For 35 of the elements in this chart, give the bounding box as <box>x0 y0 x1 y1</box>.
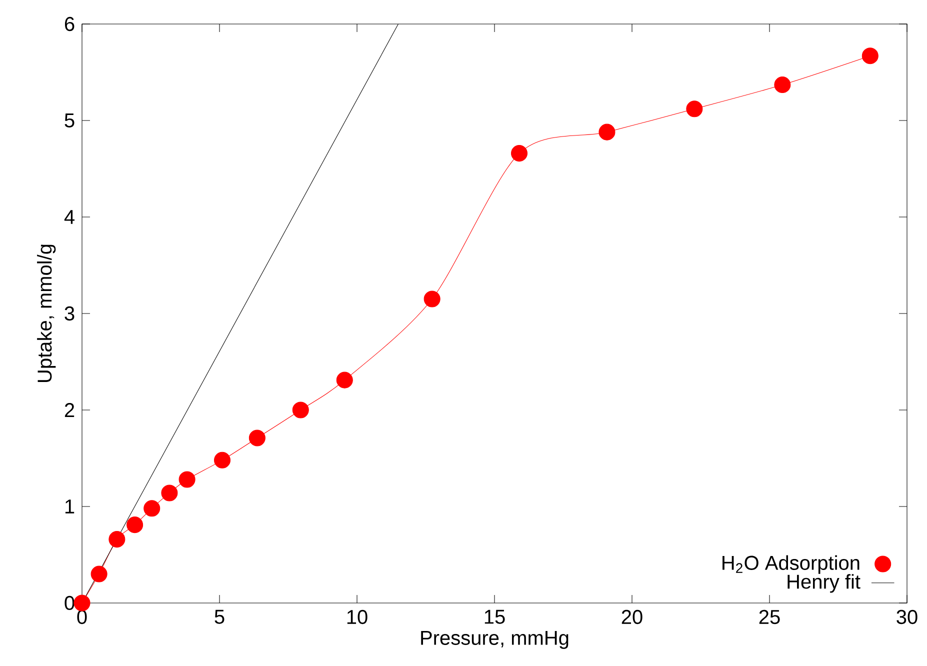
point <box>336 372 353 388</box>
y-tick-label: 6 <box>64 16 74 32</box>
x-tick-label: 30 <box>896 610 918 624</box>
y-tick-label: 3 <box>64 306 74 321</box>
point <box>144 500 160 517</box>
point <box>108 531 126 548</box>
x-tick-label: 10 <box>347 610 368 624</box>
y-tick-label: 4 <box>64 210 74 224</box>
point <box>292 402 309 418</box>
point <box>598 124 616 140</box>
y-axis-title: Uptake, mmol/g <box>37 244 56 382</box>
legend-label: Henry fit <box>788 574 860 593</box>
x-axis-title: Pressure, mmHg <box>421 631 568 649</box>
point <box>90 566 108 582</box>
x-tick-label: 15 <box>484 610 505 624</box>
y-tick-label: 2 <box>64 403 74 417</box>
legend-label: H$_{2}$O Adsorption <box>722 555 860 574</box>
x-tick-label: 25 <box>759 610 780 624</box>
point <box>424 290 440 308</box>
point <box>862 48 878 64</box>
y-tick-label: 0 <box>64 596 74 610</box>
point <box>510 145 528 162</box>
y-tick-label: 5 <box>64 114 74 128</box>
point <box>248 430 266 446</box>
point <box>126 516 144 534</box>
x-tick-label: 20 <box>622 610 642 624</box>
point <box>214 452 231 468</box>
point <box>178 471 196 488</box>
x-tick-label: 5 <box>214 610 224 624</box>
point <box>774 76 791 94</box>
x-tick-label: 0 <box>77 610 87 624</box>
point <box>686 100 703 118</box>
point <box>74 594 90 612</box>
point <box>161 484 178 502</box>
y-tick-label: 1 <box>65 500 74 514</box>
